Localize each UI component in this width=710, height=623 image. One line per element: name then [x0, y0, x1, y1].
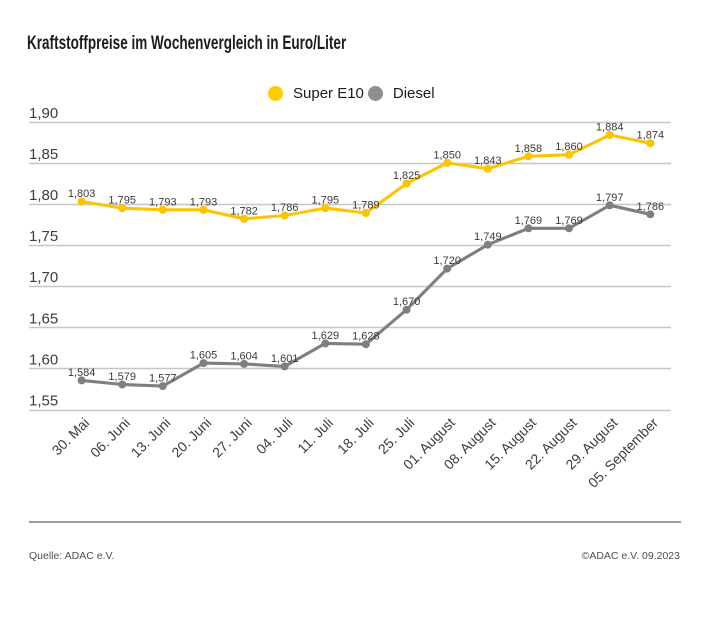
svg-text:11. Juli: 11. Juli	[294, 414, 336, 456]
svg-text:1,786: 1,786	[637, 201, 665, 213]
svg-text:1,749: 1,749	[474, 231, 502, 243]
svg-text:1,843: 1,843	[474, 155, 502, 167]
svg-text:1,629: 1,629	[312, 330, 340, 342]
svg-text:04. Juli: 04. Juli	[253, 414, 296, 457]
svg-text:1,628: 1,628	[352, 331, 380, 343]
svg-text:1,793: 1,793	[190, 196, 218, 208]
svg-text:1,789: 1,789	[352, 200, 380, 212]
svg-text:1,670: 1,670	[393, 296, 421, 308]
svg-text:1,825: 1,825	[393, 170, 421, 182]
svg-text:1,850: 1,850	[433, 149, 461, 161]
svg-text:1,797: 1,797	[596, 192, 624, 204]
svg-text:06. Juni: 06. Juni	[87, 414, 133, 460]
svg-text:1,795: 1,795	[108, 195, 136, 207]
svg-text:1,70: 1,70	[29, 269, 58, 286]
svg-text:1,584: 1,584	[68, 367, 96, 379]
svg-text:1,769: 1,769	[555, 215, 583, 227]
svg-text:1,720: 1,720	[433, 255, 461, 267]
svg-text:1,782: 1,782	[230, 205, 258, 217]
svg-text:1,60: 1,60	[29, 351, 58, 368]
svg-text:1,858: 1,858	[515, 143, 543, 155]
svg-text:1,577: 1,577	[149, 373, 177, 385]
svg-text:20. Juni: 20. Juni	[168, 414, 214, 460]
svg-text:1,90: 1,90	[29, 105, 58, 122]
svg-text:30. Mai: 30. Mai	[49, 414, 93, 458]
svg-text:1,860: 1,860	[555, 141, 583, 153]
svg-text:1,75: 1,75	[29, 228, 58, 245]
svg-text:1,769: 1,769	[515, 215, 543, 227]
svg-text:13. Juni: 13. Juni	[128, 414, 174, 460]
svg-text:1,601: 1,601	[271, 353, 299, 365]
svg-text:1,65: 1,65	[29, 310, 58, 327]
svg-text:1,795: 1,795	[312, 195, 340, 207]
svg-text:1,80: 1,80	[29, 187, 58, 204]
svg-text:27. Juni: 27. Juni	[209, 414, 255, 460]
svg-text:05. September: 05. September	[585, 414, 661, 490]
svg-text:1,55: 1,55	[29, 393, 58, 410]
svg-text:1,786: 1,786	[271, 202, 299, 214]
svg-text:1,85: 1,85	[29, 146, 58, 163]
svg-text:1,803: 1,803	[68, 188, 96, 200]
svg-text:1,579: 1,579	[108, 371, 136, 383]
svg-text:18. Juli: 18. Juli	[334, 414, 377, 457]
svg-text:1,604: 1,604	[230, 350, 258, 362]
svg-text:1,793: 1,793	[149, 196, 177, 208]
svg-text:1,605: 1,605	[190, 350, 218, 362]
svg-text:1,884: 1,884	[596, 122, 624, 134]
svg-text:1,874: 1,874	[637, 130, 665, 142]
